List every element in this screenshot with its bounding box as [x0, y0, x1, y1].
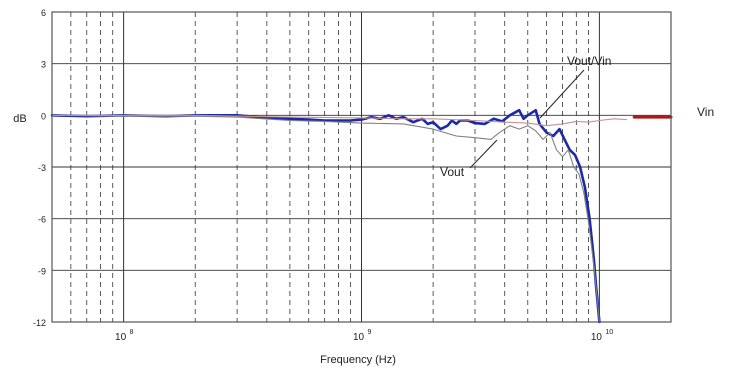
- x-tick-exponent: 9: [368, 329, 372, 336]
- y-tick-label: -3: [38, 163, 46, 173]
- y-tick-label: 6: [41, 8, 46, 18]
- series-line-vout: [51, 114, 600, 323]
- annotation-leader-vout: [469, 139, 498, 169]
- series-layer: [50, 108, 673, 324]
- series-line-vin: [51, 114, 628, 127]
- x-tick-exponent: 10: [605, 329, 613, 336]
- annotation-vout: Vout: [440, 165, 465, 179]
- annotation-vin: Vin: [697, 105, 714, 119]
- annotation-vout-vin: Vout/Vin: [567, 54, 611, 68]
- grid-layer: [52, 12, 671, 322]
- x-axis-label: Frequency (Hz): [320, 354, 396, 366]
- annotation-layer: Vout/Vin Vout Vin: [440, 54, 714, 179]
- y-tick-label: -9: [38, 266, 46, 276]
- y-tick-label: 3: [41, 60, 46, 70]
- x-tick-label: 10: [353, 332, 365, 343]
- plot-frame: [51, 11, 672, 323]
- y-tick-label: 0: [41, 111, 46, 121]
- y-tick-label: -6: [38, 215, 46, 225]
- series-line-vout-vin: [50, 108, 601, 324]
- frame-layer: [51, 11, 672, 323]
- x-tick-label: 10: [115, 332, 127, 343]
- annotation-leader-vout-vin: [539, 69, 585, 119]
- x-tick-label: 10: [591, 332, 603, 343]
- y-tick-label: -12: [33, 318, 46, 328]
- x-tick-exponent: 8: [130, 329, 134, 336]
- y-axis-label: dB: [13, 113, 26, 125]
